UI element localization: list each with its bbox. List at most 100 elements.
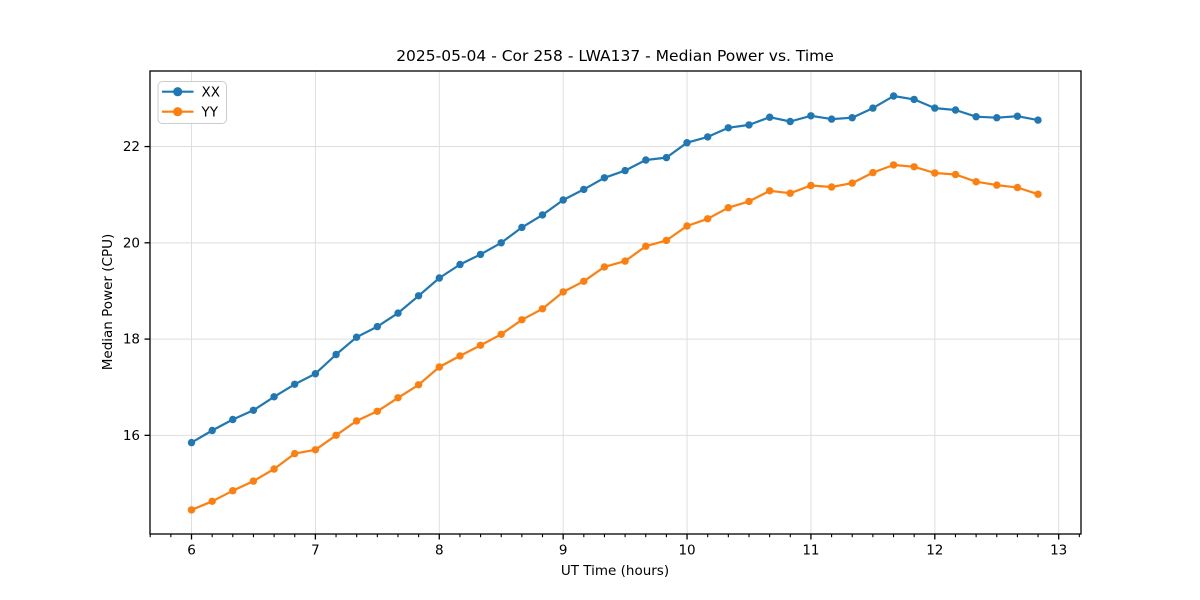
- series-xx-point: [270, 393, 278, 401]
- series-yy-point: [373, 407, 381, 415]
- series-yy-point: [394, 394, 402, 402]
- series-xx-point: [373, 322, 381, 331]
- series-xx-point: [559, 196, 567, 204]
- x-tick-label: 7: [311, 543, 320, 559]
- series-yy-point: [518, 316, 526, 324]
- legend-marker-xx-icon: [173, 87, 183, 97]
- series-xx-point: [456, 260, 464, 269]
- series-xx: [187, 92, 1042, 447]
- series-yy-point: [229, 487, 237, 495]
- series-xx-point: [807, 112, 815, 120]
- series-yy-point: [683, 222, 691, 230]
- series-xx-point: [332, 350, 340, 359]
- x-axis-label: UT Time (hours): [561, 563, 669, 579]
- legend-label-yy: YY: [201, 104, 219, 120]
- series-yy: [187, 161, 1042, 514]
- series-xx-line: [190, 94, 1040, 444]
- series-xx-point: [600, 174, 609, 182]
- series-yy-point: [456, 352, 464, 360]
- series-yy-point: [766, 187, 774, 195]
- x-tick-label: 8: [435, 543, 444, 559]
- x-tick-label: 11: [802, 543, 819, 559]
- tick-labels: 6 7 8 9 10 11 12 13 16 18 20 22: [123, 139, 1067, 558]
- x-tick-label: 9: [559, 543, 568, 559]
- series-yy-point: [869, 168, 877, 177]
- series-yy-point: [951, 170, 960, 179]
- series-yy-point: [745, 197, 753, 206]
- series-xx-point: [910, 95, 918, 104]
- series-yy-point: [311, 446, 320, 454]
- series-xx-point: [311, 370, 320, 378]
- series-xx-point: [476, 250, 485, 259]
- y-tick-label: 20: [123, 235, 140, 251]
- series-xx-point: [1013, 112, 1022, 120]
- series-xx-point: [931, 104, 939, 112]
- series-yy-point: [786, 189, 794, 197]
- series-yy-point: [642, 242, 650, 250]
- chart-title: 2025-05-04 - Cor 258 - LWA137 - Median P…: [396, 47, 834, 65]
- legend-entry-xx: XX: [162, 84, 220, 100]
- series-xx-point: [187, 438, 196, 447]
- series-xx-point: [724, 124, 732, 132]
- series-xx-point: [414, 292, 423, 300]
- series-yy-point: [972, 178, 980, 186]
- series-yy-point: [435, 363, 443, 371]
- series-yy-point: [476, 341, 485, 349]
- legend-marker-yy-icon: [173, 107, 183, 117]
- y-tick-label: 18: [123, 332, 140, 348]
- series-yy-point: [580, 277, 588, 285]
- series-yy-point: [270, 465, 278, 473]
- series-yy-point: [291, 449, 299, 458]
- axis-ticks: [144, 145, 1080, 540]
- y-tick-label: 16: [123, 428, 140, 444]
- series-yy-point: [332, 431, 340, 439]
- y-axis-label: Median Power (CPU): [100, 234, 116, 370]
- series-yy-point: [621, 257, 629, 265]
- series-xx-point: [1034, 116, 1042, 124]
- series-yy-point: [559, 288, 567, 296]
- series-xx-point: [497, 239, 505, 247]
- series-yy-point: [208, 497, 216, 505]
- x-tick-label: 10: [678, 543, 695, 559]
- plot-border: [149, 70, 1082, 535]
- legend-entry-yy: YY: [162, 104, 219, 120]
- series-layer: [187, 92, 1042, 514]
- series-xx-point: [352, 333, 361, 341]
- series-xx-point: [662, 153, 671, 162]
- series-yy-point: [414, 381, 423, 389]
- series-yy-point: [910, 163, 918, 171]
- series-xx-point: [993, 114, 1001, 122]
- legend-label-xx: XX: [202, 84, 221, 100]
- series-yy-point: [848, 179, 856, 187]
- series-yy-point: [807, 181, 815, 190]
- series-xx-point: [869, 104, 877, 112]
- series-yy-point: [724, 204, 732, 212]
- series-xx-point: [951, 106, 960, 114]
- series-xx-point: [972, 113, 980, 121]
- series-yy-point: [827, 183, 836, 191]
- series-xx-point: [394, 309, 402, 317]
- series-yy-line: [190, 163, 1040, 511]
- series-xx-point: [291, 380, 299, 388]
- series-xx-point: [683, 139, 691, 147]
- x-tick-label: 6: [187, 543, 196, 559]
- series-yy-point: [497, 330, 505, 338]
- series-yy-point: [1013, 183, 1022, 192]
- series-yy-point: [993, 181, 1001, 189]
- series-yy-point: [931, 169, 939, 177]
- series-xx-point: [518, 223, 526, 232]
- series-yy-point: [249, 477, 258, 485]
- series-xx-point: [745, 121, 753, 129]
- series-yy-point: [352, 417, 361, 425]
- series-xx-point: [249, 406, 258, 414]
- series-xx-point: [889, 92, 898, 100]
- series-yy-point: [600, 263, 609, 271]
- series-xx-point: [580, 185, 588, 194]
- series-xx-point: [435, 274, 443, 282]
- legend: XX YY: [157, 81, 227, 124]
- series-xx-point: [848, 114, 856, 122]
- x-tick-label: 12: [926, 543, 943, 559]
- series-xx-point: [827, 115, 836, 123]
- series-yy-point: [704, 215, 712, 223]
